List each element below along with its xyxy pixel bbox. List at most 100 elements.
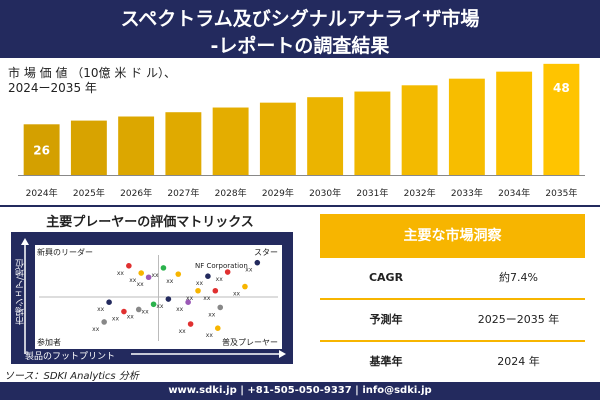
x-tick-label: 2028年: [215, 187, 247, 199]
quadrant-pervasive-players: 普及プレーヤー: [222, 338, 278, 347]
bar-1: [70, 120, 107, 175]
insight-row-forecast: 予測年 2025ー2035 年: [320, 300, 585, 342]
point-label: xx: [203, 295, 211, 302]
point-label: xx: [176, 306, 184, 313]
matrix-point: [214, 325, 221, 331]
matrix-point: [150, 301, 157, 308]
matrix-arrows: [21, 238, 286, 358]
x-tick-label: 2027年: [167, 187, 199, 199]
point-label: xx: [92, 326, 100, 333]
arrow-up-icon: [21, 238, 29, 245]
section-divider: [0, 205, 600, 207]
insight-key: 予測年: [369, 313, 403, 326]
x-tick-label: 2032年: [404, 187, 436, 199]
x-tick-label: 2031年: [356, 187, 388, 199]
x-tick-label: 2026年: [120, 187, 152, 199]
insight-value: 2025ー2035 年: [477, 313, 560, 326]
insight-key: 基準年: [369, 355, 403, 368]
point-label: xx: [117, 270, 125, 277]
chart-unit-label: 市 場 価 値 （10億 米 ド ル）、 2024ー2035 年: [8, 66, 176, 96]
unit-line-1: 市 場 価 値 （10億 米 ド ル）、: [8, 66, 176, 80]
matrix-point: [254, 259, 261, 266]
insight-value: 2024 年: [497, 355, 540, 368]
bar-0: [23, 124, 60, 175]
matrix-point: [160, 265, 167, 271]
quadrant-participants: 参加者: [37, 338, 61, 347]
matrix-point: [101, 319, 107, 325]
market-value-bar-chart: 2024年 26 2025年 2026年 2027年 2028年 2029年 2030年 203…: [18, 63, 585, 199]
point-label: xx: [206, 332, 214, 339]
quadrant-stars: スター: [254, 248, 278, 257]
header-banner: スペクトラム及びシグナルアナライザ市場 -レポートの調査結果: [0, 0, 600, 58]
insight-row-cagr: CAGR 約7.4%: [320, 258, 585, 300]
bar-2: [118, 116, 155, 175]
bar-3: [165, 112, 202, 175]
point-label: xx: [196, 280, 204, 287]
bar-9: [448, 78, 485, 175]
matrix-point: [217, 304, 224, 311]
arrow-right-icon: [279, 350, 286, 358]
data-label: 26: [33, 144, 50, 158]
point-label: xx: [112, 316, 120, 323]
point-label: xx: [142, 308, 150, 315]
point-label: xx: [245, 267, 253, 274]
matrix-point: [205, 273, 211, 279]
matrix-point: [224, 269, 231, 275]
page-subtitle: -レポートの調査結果: [210, 35, 390, 57]
point-label: xx: [166, 278, 174, 285]
point-label: xx: [186, 295, 194, 302]
x-tick-label: 2033年: [451, 187, 483, 199]
x-tick-label: 2034年: [498, 187, 530, 199]
matrix-point: [187, 321, 194, 327]
point-label: xx: [179, 328, 187, 335]
matrix-title: 主要プレーヤーの評価マトリックス: [46, 215, 254, 230]
bar-10: [496, 71, 533, 175]
matrix-point: [135, 306, 142, 313]
bar-6: [307, 97, 344, 175]
source-note: ソース：SDKI Analytics 分析: [4, 371, 139, 382]
point-label: xx: [151, 272, 159, 279]
bar-5: [259, 102, 296, 175]
matrix-point: [106, 299, 112, 305]
x-tick-label: 2030年: [309, 187, 341, 199]
matrix-point: [121, 308, 127, 315]
bar-8: [401, 85, 438, 175]
matrix-point: [126, 263, 132, 269]
insight-key: CAGR: [368, 271, 404, 284]
point-label: xx: [156, 303, 164, 310]
bar-11: [543, 63, 580, 175]
matrix-x-axis-label: 製品のフットプリント: [25, 352, 116, 362]
matrix-point: [175, 271, 182, 277]
quadrant-emerging-leaders: 新興のリーダー: [37, 248, 93, 257]
matrix-point: [195, 287, 201, 294]
page-title: スペクトラム及びシグナルアナライザ市場: [120, 8, 480, 30]
footer-contact: www.sdki.jp | +81-505-050-9337 | info@sd…: [0, 382, 600, 400]
matrix-point: [145, 274, 152, 281]
bar-4: [212, 107, 249, 175]
point-label: xx: [208, 311, 216, 318]
matrix-point: [165, 296, 172, 302]
x-tick-label: 2025年: [73, 187, 105, 199]
point-label: xx: [127, 313, 135, 320]
matrix-point: [242, 283, 248, 290]
highlight-company-label: NF Corporation: [195, 262, 248, 270]
x-tick-label: 2035年: [545, 187, 577, 199]
point-label: xx: [216, 276, 224, 283]
unit-line-2: 2024ー2035 年: [8, 81, 97, 95]
insight-row-base-year: 基準年 2024 年: [320, 342, 585, 384]
matrix-plot-area: xx xx xx xx xx xx xx xx xx xx xx xx xx xx xx xx xx xx xx xx…: [35, 245, 282, 349]
matrix-point: [138, 270, 145, 276]
point-label: xx: [233, 291, 241, 298]
matrix-point: [185, 299, 191, 305]
x-tick-label: 2024年: [26, 187, 58, 199]
bar-7: [354, 91, 391, 175]
matrix-point: [212, 287, 219, 294]
point-label: xx: [129, 277, 137, 284]
point-label: xx: [97, 306, 105, 313]
x-tick-label: 2029年: [262, 187, 294, 199]
evaluation-matrix: 市場シェア/地位 xx xx xx xx xx xx xx xx xx xx xx xx xx xx xx x…: [11, 232, 293, 364]
point-label: xx: [137, 281, 145, 288]
insights-title: 主要な市場洞察: [320, 214, 585, 258]
data-label: 48: [553, 81, 570, 95]
